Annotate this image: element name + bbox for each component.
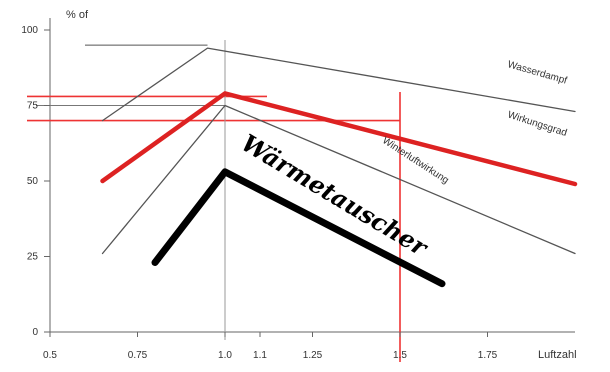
annotation-wasserdampf: Wasserdampf	[506, 59, 568, 87]
x-tick-label-1-0: 1.0	[218, 350, 232, 361]
reference-lines-group	[27, 40, 401, 362]
y-axis-title: % of	[66, 9, 89, 21]
y-tick-label-0: 0	[32, 327, 38, 338]
series-line-wasserdampf	[101, 47, 576, 122]
ticks-group: 0 25 50 75 100 0.5 0.75 1.0 1.1 1.25 1.5 1.75	[21, 25, 497, 361]
series-line-w-rmetauscher	[151, 168, 446, 288]
y-tick-label-75: 75	[27, 101, 39, 112]
x-tick-label-1-25: 1.25	[303, 350, 323, 361]
x-tick-label-0-5: 0.5	[43, 350, 57, 361]
x-tick-label-1-5: 1.5	[393, 350, 407, 361]
series-group	[100, 47, 578, 288]
x-axis-title: Luftzahl	[538, 349, 577, 361]
x-tick-label-1-75: 1.75	[478, 350, 498, 361]
annotations-group: WasserdampfWirkungsgradWinterluftwirkung…	[236, 59, 568, 263]
y-tick-label-50: 50	[27, 176, 39, 187]
y-tick-label-25: 25	[27, 252, 39, 263]
annotation-wirkungsgrad: Wirkungsgrad	[506, 109, 568, 139]
series-line-wirkungsgrad	[100, 91, 578, 187]
series-line-winterluftwirkung	[101, 104, 576, 255]
x-tick-label-1-1: 1.1	[253, 350, 267, 361]
y-tick-label-100: 100	[21, 25, 38, 36]
x-tick-label-0-75: 0.75	[128, 350, 148, 361]
